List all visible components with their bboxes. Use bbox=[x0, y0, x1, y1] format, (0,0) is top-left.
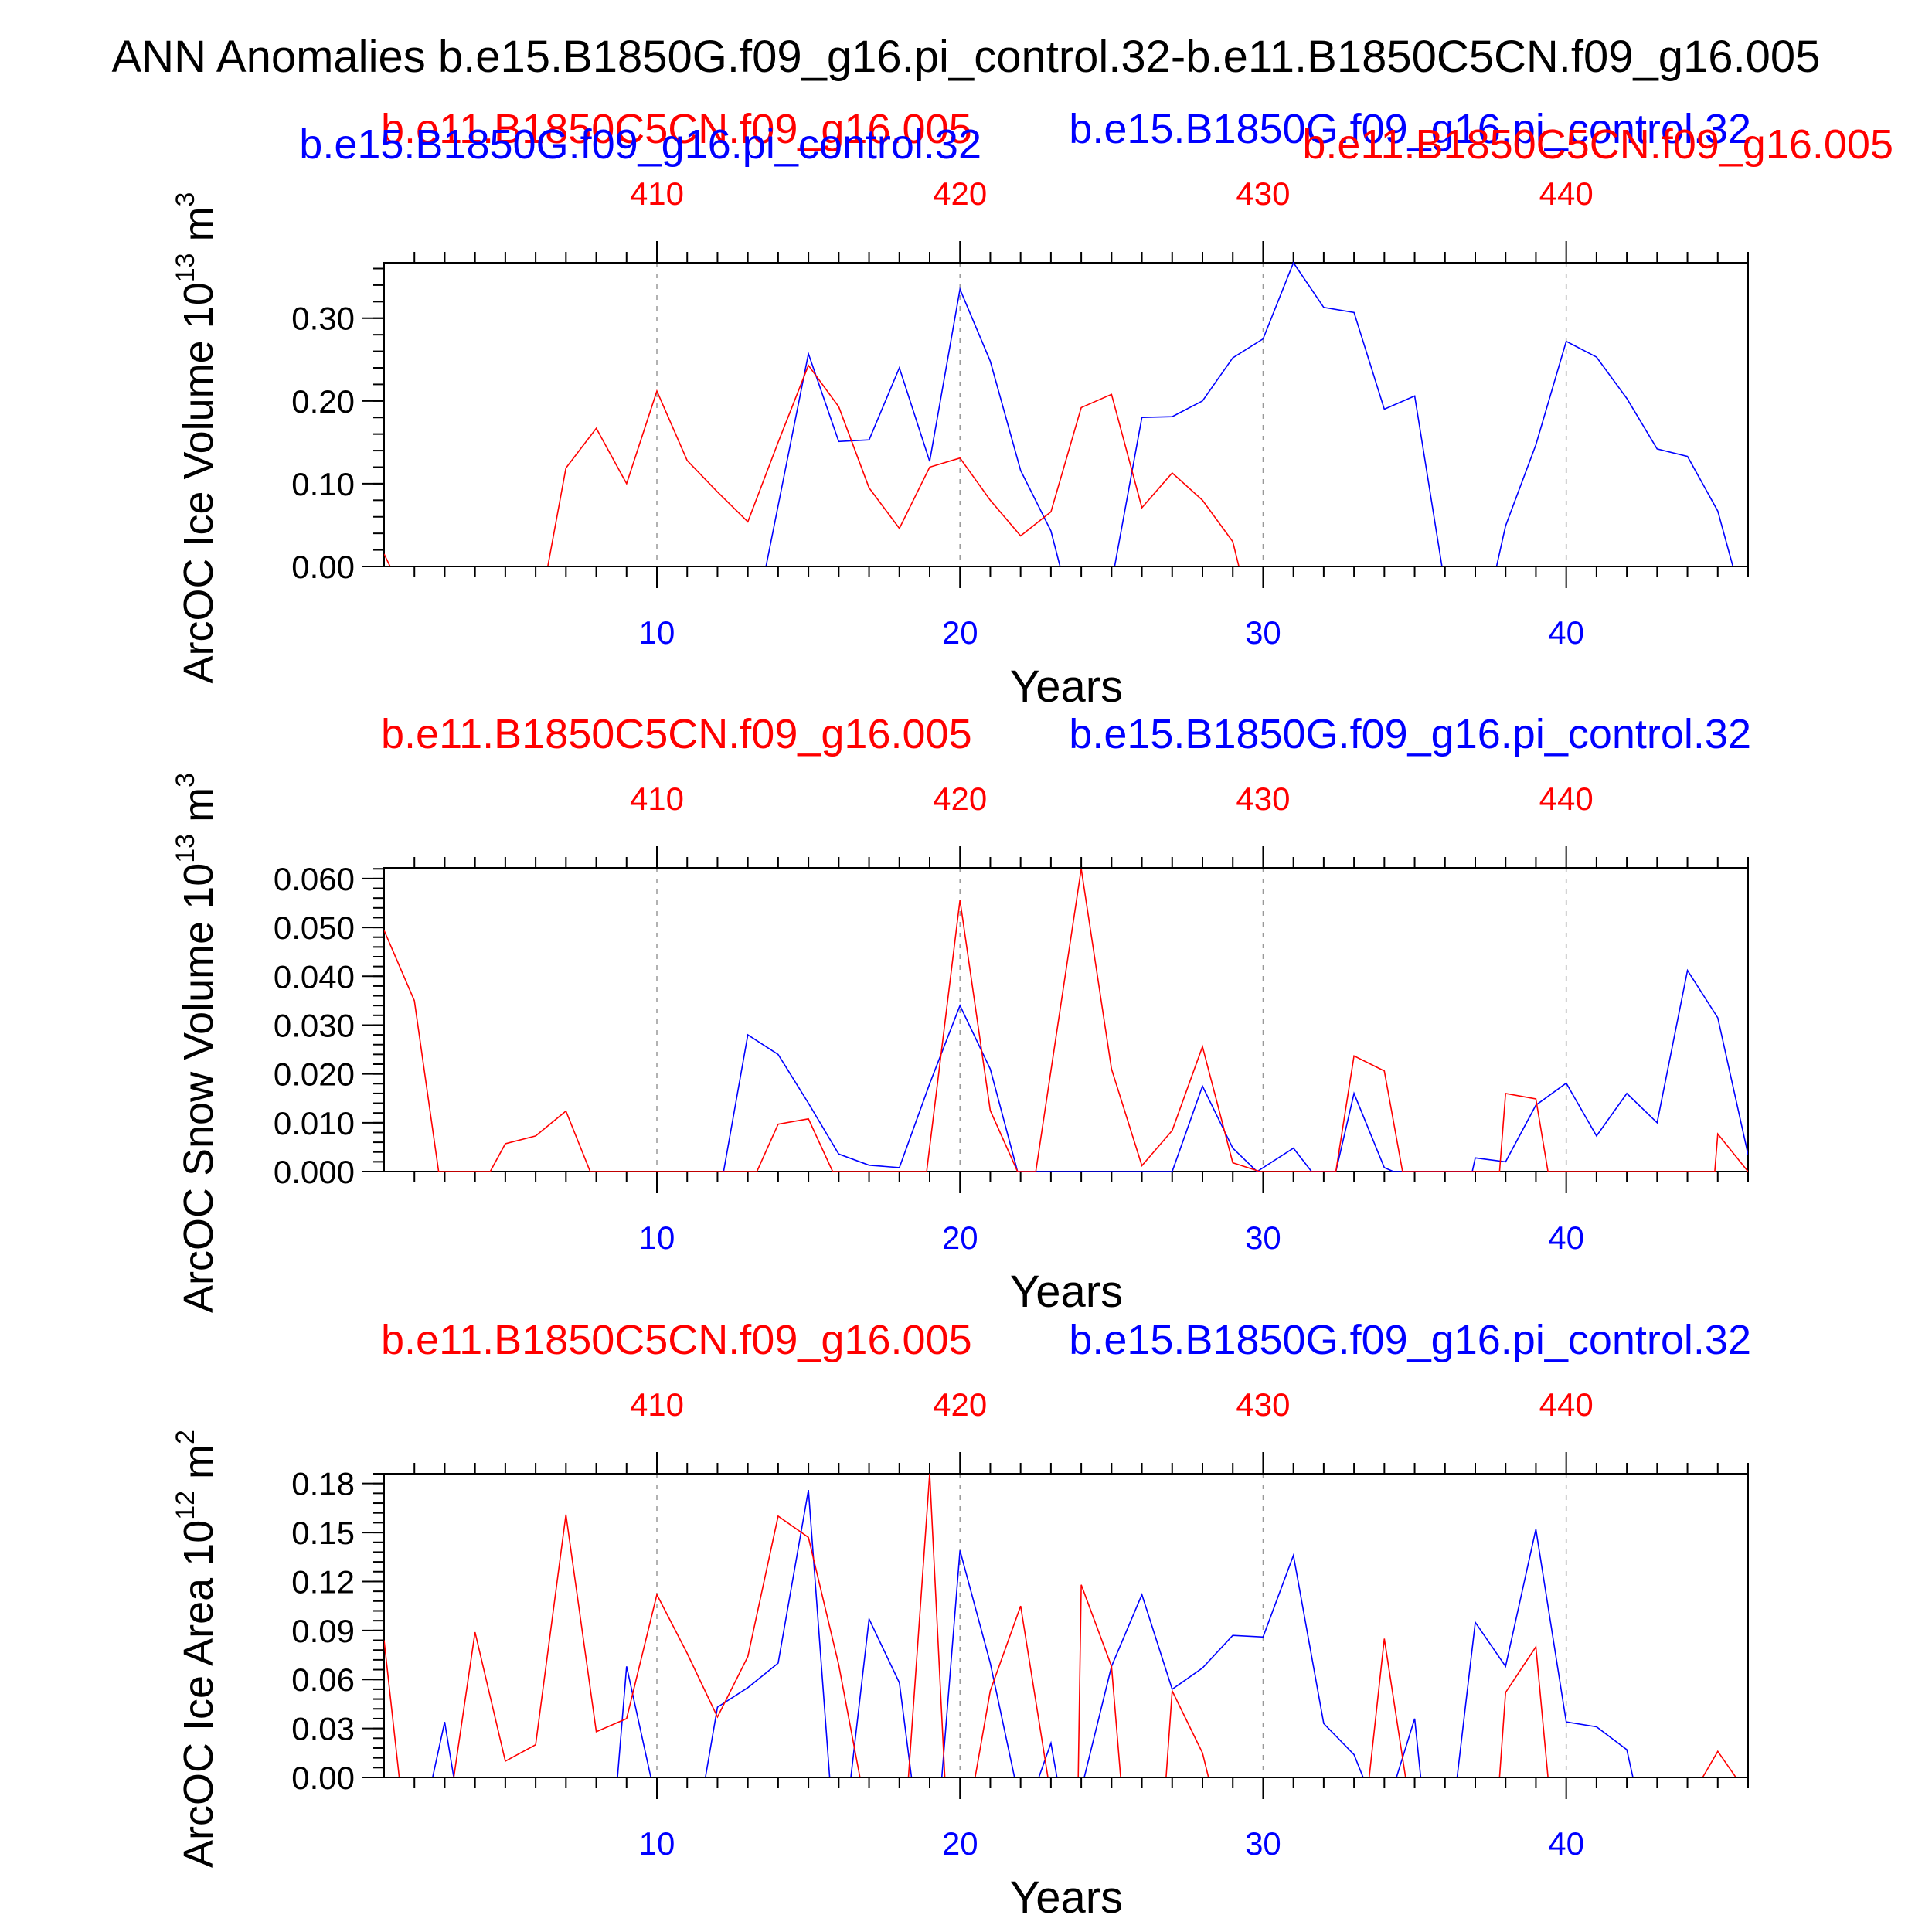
case2-label: b.e11.B1850C5CN.f09_g16.005 bbox=[381, 106, 972, 152]
x-tick-label-top: 430 bbox=[1236, 781, 1290, 817]
y-tick-label: 0.020 bbox=[274, 1056, 355, 1093]
y-axis-label-exp: 12 bbox=[171, 1491, 200, 1520]
y-axis-label-exp: 13 bbox=[171, 253, 200, 282]
x-tick-label-bottom: 30 bbox=[1245, 1219, 1281, 1256]
x-axis-label: Years bbox=[1010, 662, 1123, 712]
y-tick-label: 0.060 bbox=[274, 861, 355, 897]
y-axis-label-text: ArcOC Ice Volume 10 bbox=[175, 282, 222, 683]
y-axis-label-unit-exp: 3 bbox=[171, 773, 200, 787]
y-tick-label: 0.03 bbox=[291, 1711, 355, 1747]
y-tick-label: 0.00 bbox=[291, 1760, 355, 1796]
y-tick-label: 0.06 bbox=[291, 1662, 355, 1698]
y-tick-label: 0.12 bbox=[291, 1563, 355, 1600]
panel-1: 0.00 0.10 0.20 0.30 10 410 20 420 30 430 40 440 Year… bbox=[171, 106, 1893, 712]
case2-label: b.e11.B1850C5CN.f09_g16.005 bbox=[381, 1317, 972, 1363]
x-tick-label-top: 420 bbox=[933, 1386, 987, 1423]
series-line-case2 bbox=[384, 1473, 1736, 1777]
x-tick-label-top: 410 bbox=[630, 1386, 684, 1423]
y-tick-label: 0.15 bbox=[291, 1515, 355, 1551]
x-tick-label-top: 420 bbox=[933, 781, 987, 817]
y-tick-label: 0.18 bbox=[291, 1466, 355, 1502]
y-axis-label-unit: m bbox=[175, 787, 222, 834]
x-tick-label-bottom: 40 bbox=[1548, 1825, 1584, 1862]
x-tick-label-top: 430 bbox=[1236, 1386, 1290, 1423]
case1-label: b.e15.B1850G.f09_g16.pi_control.32 bbox=[1069, 106, 1751, 152]
case2-label: b.e11.B1850C5CN.f09_g16.005 bbox=[381, 711, 972, 757]
x-tick-label-bottom: 40 bbox=[1548, 614, 1584, 651]
y-axis-label: ArcOC Ice Area 1012 m2 bbox=[171, 1430, 222, 1868]
x-tick-label-bottom: 30 bbox=[1245, 1825, 1281, 1862]
case1-label: b.e15.B1850G.f09_g16.pi_control.32 bbox=[1069, 711, 1751, 757]
y-tick-label: 0.030 bbox=[274, 1007, 355, 1043]
series-line-case2 bbox=[384, 364, 1240, 566]
y-tick-label: 0.000 bbox=[274, 1154, 355, 1190]
y-axis-label-exp: 13 bbox=[171, 834, 200, 863]
x-tick-label-top: 440 bbox=[1539, 175, 1594, 212]
series-line-case1 bbox=[432, 1489, 1634, 1777]
x-tick-label-bottom: 20 bbox=[942, 1219, 978, 1256]
y-tick-label: 0.040 bbox=[274, 958, 355, 995]
series-line-case2 bbox=[384, 869, 1748, 1172]
x-tick-label-top: 410 bbox=[630, 175, 684, 212]
case1-label: b.e15.B1850G.f09_g16.pi_control.32 bbox=[1069, 1317, 1751, 1363]
y-axis-label-unit: m bbox=[175, 1444, 222, 1491]
x-tick-label-top: 430 bbox=[1236, 175, 1290, 212]
x-tick-label-top: 410 bbox=[630, 781, 684, 817]
case2-label-extra: b.e11.B1850C5CN.f09_g16.005 bbox=[1302, 121, 1893, 168]
y-tick-label: 0.09 bbox=[291, 1613, 355, 1649]
x-tick-label-bottom: 20 bbox=[942, 1825, 978, 1862]
x-tick-label-top: 440 bbox=[1539, 781, 1594, 817]
y-axis-label: ArcOC Snow Volume 1013 m3 bbox=[171, 773, 222, 1313]
y-axis-label-unit-exp: 3 bbox=[171, 192, 200, 207]
case1-label-extra: b.e15.B1850G.f09_g16.pi_control.32 bbox=[299, 121, 981, 168]
panel-2: 0.000 0.010 0.020 0.030 0.040 0.050 0.060 10 410… bbox=[171, 711, 1751, 1317]
x-tick-label-bottom: 30 bbox=[1245, 614, 1281, 651]
y-tick-label: 0.20 bbox=[291, 383, 355, 420]
x-tick-label-bottom: 10 bbox=[639, 614, 675, 651]
y-tick-label: 0.050 bbox=[274, 910, 355, 946]
y-axis-label-text: ArcOC Ice Area 10 bbox=[175, 1520, 222, 1868]
y-axis-label-unit: m bbox=[175, 206, 222, 253]
x-tick-label-bottom: 10 bbox=[639, 1825, 675, 1862]
series-line-case1 bbox=[723, 968, 1748, 1172]
y-axis-label-unit-exp: 2 bbox=[171, 1430, 200, 1444]
plot-frame bbox=[383, 867, 1749, 1172]
x-tick-label-top: 440 bbox=[1539, 1386, 1594, 1423]
y-axis-label: ArcOC Ice Volume 1013 m3 bbox=[171, 192, 222, 684]
y-tick-label: 0.10 bbox=[291, 466, 355, 502]
series-line-case1 bbox=[765, 261, 1734, 566]
y-axis-label-text: ArcOC Snow Volume 10 bbox=[175, 863, 222, 1313]
x-tick-label-bottom: 20 bbox=[942, 614, 978, 651]
x-axis-label: Years bbox=[1010, 1872, 1123, 1923]
plot-frame bbox=[383, 262, 1749, 567]
y-tick-label: 0.010 bbox=[274, 1105, 355, 1141]
x-tick-label-bottom: 40 bbox=[1548, 1219, 1584, 1256]
y-tick-label: 0.30 bbox=[291, 301, 355, 337]
x-axis-label: Years bbox=[1010, 1267, 1123, 1317]
panel-3: 0.00 0.03 0.06 0.09 0.12 0.15 0.18 10 410 20 420 30… bbox=[171, 1317, 1751, 1923]
figure-title: ANN Anomalies b.e15.B1850G.f09_g16.pi_co… bbox=[111, 32, 1821, 82]
x-tick-label-bottom: 10 bbox=[639, 1219, 675, 1256]
x-tick-label-top: 420 bbox=[933, 175, 987, 212]
y-tick-label: 0.00 bbox=[291, 549, 355, 585]
